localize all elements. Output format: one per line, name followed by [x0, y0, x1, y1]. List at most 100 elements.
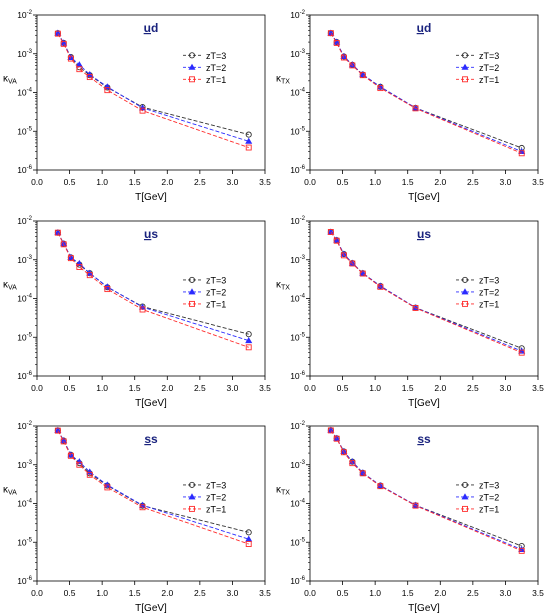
data-point [60, 240, 68, 247]
data-point [461, 276, 469, 283]
data-point [340, 449, 347, 456]
x-tick-label: 1.0 [369, 177, 381, 187]
x-tick-label: 3.5 [532, 383, 544, 393]
data-point [340, 252, 347, 259]
data-point [412, 502, 419, 509]
data-point [67, 53, 75, 61]
x-tick-label: 3.5 [259, 177, 271, 187]
y-tick-label: 10-6 [17, 165, 32, 175]
y-tick-label: 10-2 [290, 216, 305, 226]
data-point [327, 30, 334, 37]
y-axis-label: κTX [276, 74, 290, 86]
data-point [461, 63, 469, 70]
x-tick-label: 0.5 [64, 383, 76, 393]
data-point [327, 426, 335, 433]
y-axis-label: κTX [276, 485, 290, 497]
y-tick-label: 10-3 [290, 49, 305, 59]
data-point [67, 253, 75, 260]
data-point [340, 447, 348, 454]
plot-frame [309, 14, 539, 171]
data-point [60, 436, 68, 444]
plot-frame [36, 425, 266, 582]
data-point [54, 29, 62, 36]
x-tick-label: 0.0 [31, 177, 43, 187]
data-point [412, 105, 419, 112]
data-point [462, 300, 468, 307]
data-point [518, 547, 525, 554]
y-tick-label: 10-3 [290, 255, 305, 265]
x-tick-label: 1.5 [129, 588, 141, 598]
x-tick-label: 0.0 [304, 177, 316, 187]
x-tick-label: 1.5 [402, 383, 414, 393]
chart-title: ss [417, 432, 431, 446]
y-tick-label: 10-6 [17, 576, 32, 586]
x-tick-label: 3.0 [500, 383, 512, 393]
data-point [340, 250, 348, 257]
chart-title: ud [144, 21, 159, 35]
legend-label: zT=3 [206, 51, 226, 61]
y-axis-label: κVA [3, 280, 17, 292]
data-point [76, 264, 83, 270]
chart-title: ud [417, 21, 432, 35]
data-point [359, 72, 366, 79]
y-tick-label: 10-5 [290, 126, 305, 136]
data-point [349, 260, 356, 267]
x-axis-label: T[GeV] [408, 603, 440, 614]
data-point [245, 331, 252, 338]
data-point [67, 452, 74, 459]
plot-frame [36, 220, 266, 377]
data-point [359, 270, 366, 277]
x-tick-label: 1.0 [369, 383, 381, 393]
data-point [245, 131, 252, 138]
data-point [139, 306, 146, 313]
x-tick-label: 1.5 [402, 177, 414, 187]
y-tick-label: 10-3 [17, 255, 32, 265]
y-tick-label: 10-6 [290, 576, 305, 586]
data-point [462, 76, 468, 83]
data-point [189, 505, 195, 512]
x-tick-label: 2.5 [467, 588, 479, 598]
x-tick-label: 0.5 [64, 588, 76, 598]
x-axis-label: T[GeV] [135, 603, 167, 614]
data-point [54, 426, 62, 433]
data-point [377, 85, 384, 92]
y-tick-label: 10-4 [17, 294, 32, 304]
y-tick-label: 10-6 [290, 371, 305, 381]
y-tick-label: 10-2 [290, 10, 305, 20]
data-point [76, 66, 83, 73]
data-point [67, 451, 75, 458]
x-tick-label: 2.5 [194, 177, 206, 187]
data-point [461, 481, 469, 488]
data-point [60, 241, 67, 248]
x-tick-label: 2.0 [434, 588, 446, 598]
chart-panel-5: 0.0 0.5 1.0 1.5 2.0 2.5 3.0 3.5 T[GeV] 10-6 10-5 10… [3, 421, 271, 614]
plot-frame [309, 220, 539, 377]
data-point [377, 283, 384, 290]
data-point [245, 529, 252, 536]
y-tick-label: 10-2 [17, 10, 32, 20]
legend-label: zT=3 [206, 275, 226, 285]
x-tick-label: 3.0 [227, 177, 239, 187]
y-tick-label: 10-2 [17, 216, 32, 226]
chart-panel-6: 0.0 0.5 1.0 1.5 2.0 2.5 3.0 3.5 T[GeV] 10-6 10-5 10… [276, 421, 544, 614]
x-axis-label: T[GeV] [135, 398, 167, 409]
data-point [245, 541, 252, 547]
x-tick-label: 0.5 [337, 588, 349, 598]
x-axis-label: T[GeV] [135, 192, 167, 203]
data-point [245, 144, 252, 151]
data-point [348, 259, 356, 266]
legend-label: zT=2 [206, 492, 226, 502]
legend-label: zT=2 [479, 492, 499, 502]
legend-label: zT=2 [479, 63, 499, 73]
data-point [359, 469, 367, 476]
data-point [359, 269, 367, 276]
data-point [60, 40, 67, 47]
data-point [349, 62, 356, 69]
data-point [60, 39, 68, 46]
data-point [104, 87, 111, 94]
legend-label: zT=1 [479, 299, 499, 309]
data-point [461, 288, 469, 295]
legend-label: zT=2 [206, 63, 226, 73]
chart-title: us [417, 227, 431, 241]
